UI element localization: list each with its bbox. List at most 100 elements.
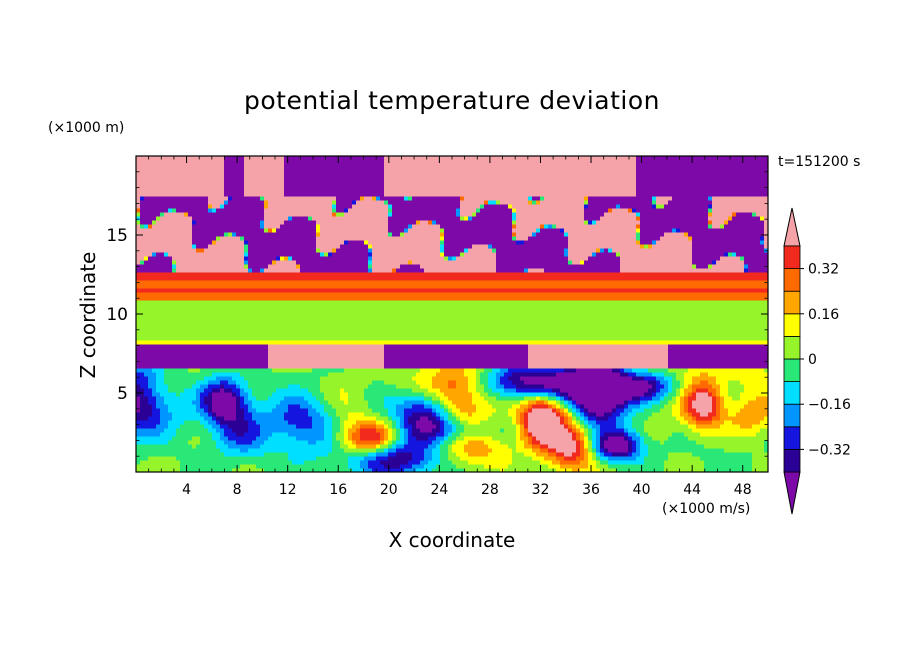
heatmap-cell: [272, 400, 277, 405]
heatmap-cell: [584, 440, 589, 445]
heatmap-cell: [712, 348, 717, 353]
heatmap-cell: [200, 452, 205, 457]
heatmap-cell: [464, 404, 469, 409]
heatmap-cell: [156, 440, 161, 445]
heatmap-cell: [692, 384, 697, 389]
heatmap-cell: [144, 412, 149, 417]
heatmap-cell: [276, 444, 281, 449]
heatmap-cell: [388, 356, 393, 361]
heatmap-cell: [564, 356, 569, 361]
heatmap-cell: [604, 456, 609, 461]
heatmap-cell: [356, 344, 361, 349]
heatmap-cell: [300, 428, 305, 433]
heatmap-cell: [468, 396, 473, 401]
heatmap-cell: [316, 412, 321, 417]
heatmap-cell: [476, 416, 481, 421]
heatmap-cell: [188, 384, 193, 389]
heatmap-cell: [520, 364, 525, 369]
heatmap-cell: [552, 368, 557, 373]
heatmap-cell: [176, 348, 181, 353]
heatmap-cell: [204, 384, 209, 389]
heatmap-cell: [188, 456, 193, 461]
heatmap-cell: [356, 356, 361, 361]
heatmap-cell: [164, 412, 169, 417]
heatmap-cell: [244, 468, 249, 472]
heatmap-cell: [616, 364, 621, 369]
heatmap-cell: [472, 344, 477, 349]
heatmap-cell: [496, 344, 501, 349]
heatmap-cell: [440, 448, 445, 453]
heatmap-cell: [240, 368, 245, 373]
heatmap-cell: [748, 364, 753, 369]
heatmap-cell: [144, 408, 149, 413]
heatmap-cell: [220, 460, 225, 465]
heatmap-cell: [196, 376, 201, 381]
heatmap-cell: [552, 468, 557, 472]
heatmap-cell: [344, 464, 349, 469]
heatmap-cell: [344, 416, 349, 421]
heatmap-cell: [636, 360, 641, 365]
heatmap-cell: [760, 400, 765, 405]
heatmap-cell: [532, 428, 537, 433]
heatmap-cell: [404, 360, 409, 365]
heatmap-cell: [544, 360, 549, 365]
heatmap-cell: [376, 352, 381, 357]
heatmap-cell: [632, 432, 637, 437]
heatmap-cell: [508, 372, 513, 377]
heatmap-cell: [708, 352, 713, 357]
heatmap-cell: [564, 408, 569, 413]
heatmap-cell: [588, 356, 593, 361]
heatmap-cell: [164, 388, 169, 393]
heatmap-cell: [752, 452, 757, 457]
heatmap-cell: [756, 392, 761, 397]
heatmap-cell: [176, 456, 181, 461]
heatmap-cell: [168, 428, 173, 433]
heatmap-cell: [540, 352, 545, 357]
heatmap-cell: [592, 360, 597, 365]
heatmap-cell: [316, 380, 321, 385]
heatmap-cell: [576, 348, 581, 353]
heatmap-cell: [432, 380, 437, 385]
heatmap-cell: [140, 356, 145, 361]
heatmap-cell: [568, 396, 573, 401]
heatmap-cell: [692, 396, 697, 401]
heatmap-cell: [400, 468, 405, 472]
heatmap-cell: [516, 372, 521, 377]
heatmap-cell: [228, 444, 233, 449]
heatmap-cell: [188, 432, 193, 437]
heatmap-cell: [148, 396, 153, 401]
heatmap-cell: [240, 408, 245, 413]
heatmap-cell: [552, 380, 557, 385]
heatmap-cell: [260, 460, 265, 465]
heatmap-cell: [636, 400, 641, 405]
heatmap-cell: [640, 452, 645, 457]
heatmap-cell: [548, 460, 553, 465]
heatmap-cell: [224, 452, 229, 457]
heatmap-cell: [608, 404, 613, 409]
heatmap-cell: [752, 368, 757, 373]
heatmap-cell: [512, 400, 517, 405]
heatmap-cell: [236, 360, 241, 365]
heatmap-cell: [716, 432, 721, 437]
heatmap-cell: [424, 460, 429, 465]
heatmap-cell: [588, 352, 593, 357]
heatmap-cell: [268, 452, 273, 457]
heatmap-cell: [416, 400, 421, 405]
heatmap-cell: [760, 428, 765, 433]
heatmap-cell: [744, 376, 749, 381]
heatmap-cell: [764, 408, 768, 413]
heatmap-cell: [712, 460, 717, 465]
heatmap-cell: [616, 440, 621, 445]
heatmap-cell: [544, 412, 549, 417]
heatmap-cell: [496, 392, 501, 397]
heatmap-cell: [292, 416, 297, 421]
heatmap-cell: [476, 432, 481, 437]
heatmap-cell: [700, 384, 705, 389]
heatmap-cell: [392, 352, 397, 357]
heatmap-cell: [524, 392, 529, 397]
heatmap-cell: [716, 368, 721, 373]
heatmap-cell: [688, 416, 693, 421]
heatmap-cell: [260, 360, 265, 365]
heatmap-cell: [504, 384, 509, 389]
heatmap-cell: [684, 436, 689, 441]
